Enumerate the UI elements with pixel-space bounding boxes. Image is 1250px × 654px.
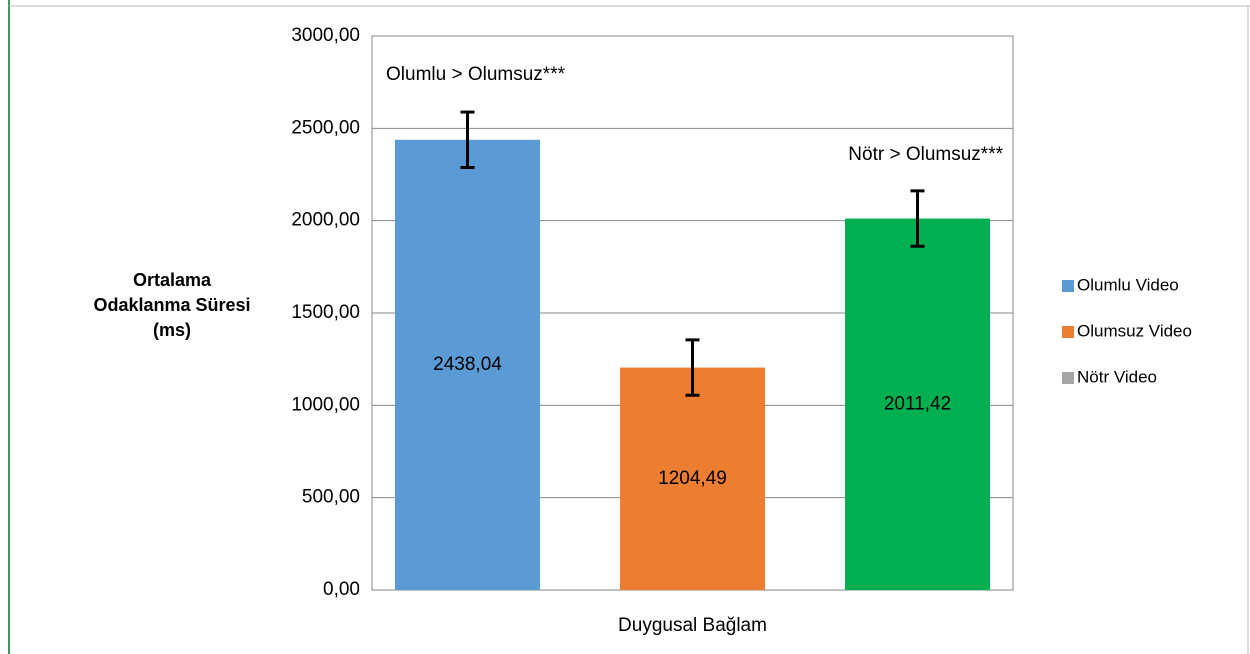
legend-label: Nötr Video [1077,367,1157,386]
data-label: 2011,42 [884,393,951,414]
bar [395,139,540,591]
legend-swatch [1062,280,1074,292]
legend-swatch [1062,372,1074,384]
y-tick-label: 0,00 [323,579,360,600]
annotation: Nötr > Olumsuz*** [848,144,1003,165]
legend-swatch [1062,326,1074,338]
y-tick-label: 500,00 [302,487,360,508]
y-tick-label: 3000,00 [291,25,360,46]
data-label: 1204,49 [658,468,727,489]
annotation: Olumlu > Olumsuz*** [386,64,566,85]
legend-label: Olumlu Video [1077,275,1179,294]
legend-label: Olumsuz Video [1077,321,1192,340]
y-tick-label: 2000,00 [291,210,360,231]
bar [620,367,765,590]
y-axis-label: Ortalama Odaklanma Süresi (ms) [93,270,251,340]
x-tick-label: Duygusal Bağlam [618,615,767,636]
data-label: 2438,04 [433,354,502,375]
bar [845,218,990,590]
y-tick-label: 1000,00 [291,394,360,415]
y-tick-label: 1500,00 [291,302,360,323]
y-tick-label: 2500,00 [291,117,360,138]
